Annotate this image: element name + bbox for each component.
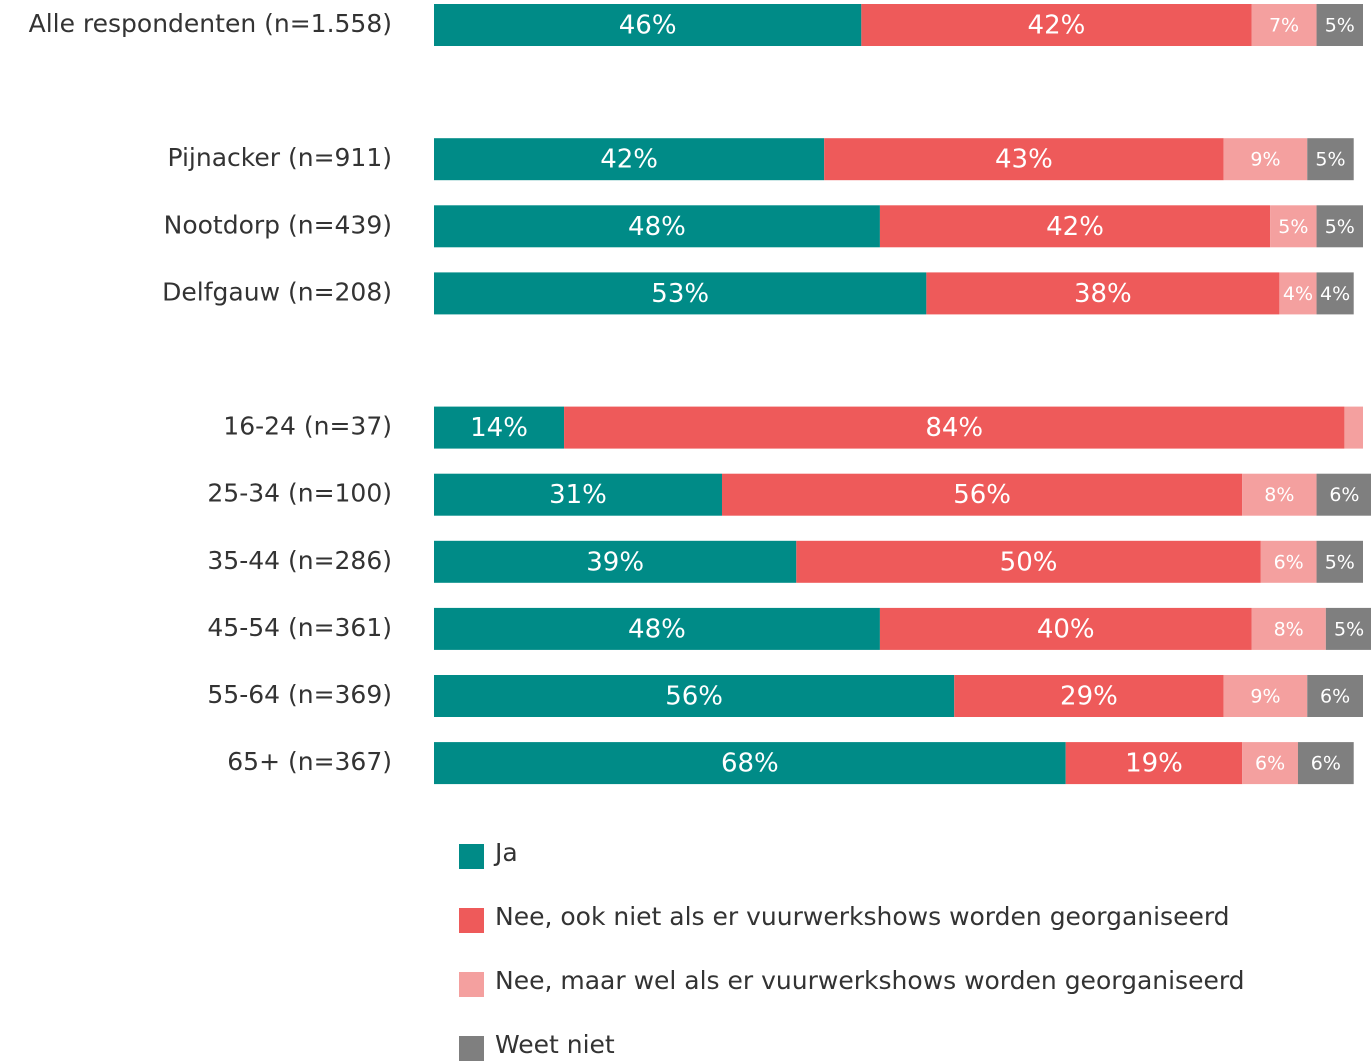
value-label: 5% bbox=[1315, 149, 1345, 171]
bar-segment bbox=[861, 4, 1252, 46]
value-label: 53% bbox=[651, 279, 709, 309]
value-label: 68% bbox=[721, 749, 779, 779]
bar-segment bbox=[1242, 742, 1298, 785]
bar-segment bbox=[1344, 406, 1363, 449]
bar-segment bbox=[434, 742, 1066, 785]
value-label: 46% bbox=[619, 11, 677, 41]
value-label: 9% bbox=[1250, 149, 1280, 171]
value-label: 39% bbox=[586, 547, 644, 577]
bar-segment bbox=[1316, 205, 1363, 248]
legend-label: Weet niet bbox=[495, 1030, 615, 1059]
value-label: 42% bbox=[1028, 11, 1086, 41]
bar-segment bbox=[1260, 540, 1317, 583]
value-label: 42% bbox=[600, 145, 658, 175]
bar-segment bbox=[1316, 4, 1363, 46]
bar-segment bbox=[1223, 675, 1308, 717]
value-label: 6% bbox=[1329, 484, 1359, 506]
value-label: 14% bbox=[470, 413, 528, 443]
bar-segment bbox=[1270, 205, 1317, 248]
value-label: 42% bbox=[1046, 212, 1104, 242]
bar-segment bbox=[721, 473, 1243, 516]
value-label: 56% bbox=[953, 480, 1011, 510]
value-label: 6% bbox=[1255, 753, 1285, 775]
value-label: 6% bbox=[1274, 551, 1304, 573]
category-label: 45-54 (n=361) bbox=[207, 613, 392, 642]
bar-segment bbox=[434, 138, 825, 181]
value-label: 7% bbox=[1269, 15, 1299, 37]
bar-segment bbox=[434, 406, 565, 449]
bar-segment bbox=[434, 205, 880, 248]
category-label: Nootdorp (n=439) bbox=[164, 210, 392, 239]
bar-segment bbox=[1307, 675, 1363, 717]
value-label: 19% bbox=[1125, 749, 1183, 779]
value-label: 56% bbox=[665, 682, 723, 712]
category-label: 55-64 (n=369) bbox=[207, 680, 392, 709]
bar-segment bbox=[434, 540, 797, 583]
value-label: 84% bbox=[925, 413, 983, 443]
legend-label: Ja bbox=[493, 838, 518, 867]
legend-swatch bbox=[459, 844, 484, 869]
value-label: 5% bbox=[1325, 216, 1355, 238]
value-label: 48% bbox=[628, 212, 686, 242]
legend-label: Nee, maar wel als er vuurwerkshows worde… bbox=[495, 966, 1245, 995]
bar-segment bbox=[796, 540, 1261, 583]
category-label: Pijnacker (n=911) bbox=[167, 143, 392, 172]
bar-segment bbox=[879, 607, 1252, 650]
value-label: 4% bbox=[1283, 283, 1313, 305]
value-label: 9% bbox=[1250, 686, 1280, 708]
value-label: 4% bbox=[1320, 283, 1350, 305]
bar-segment bbox=[1223, 138, 1308, 181]
bar-segment bbox=[879, 205, 1271, 248]
bar-segment bbox=[434, 473, 722, 516]
value-label: 50% bbox=[1000, 547, 1058, 577]
legend-swatch bbox=[459, 1036, 484, 1061]
value-label: 6% bbox=[1320, 686, 1350, 708]
category-label: Alle respondenten (n=1.558) bbox=[29, 9, 392, 38]
category-label: 16-24 (n=37) bbox=[223, 412, 392, 441]
bar-segment bbox=[1065, 742, 1243, 785]
bar-segment bbox=[954, 675, 1224, 717]
bar-segment bbox=[1307, 138, 1354, 181]
bar-segment bbox=[1251, 4, 1317, 46]
value-label: 48% bbox=[628, 614, 686, 644]
bar-segment bbox=[434, 4, 862, 46]
bar-segment bbox=[1297, 742, 1354, 785]
category-label: Delfgauw (n=208) bbox=[162, 277, 392, 306]
bar-segment bbox=[926, 272, 1280, 315]
bar-segment bbox=[1242, 473, 1317, 516]
value-label: 43% bbox=[995, 145, 1053, 175]
value-label: 5% bbox=[1334, 618, 1364, 640]
legend-swatch bbox=[459, 908, 484, 933]
bar-segment bbox=[1325, 607, 1371, 650]
value-label: 29% bbox=[1060, 682, 1118, 712]
bar-segment bbox=[1316, 540, 1363, 583]
bar-segment bbox=[434, 272, 927, 315]
bar-segment bbox=[1316, 473, 1371, 516]
bar-segment bbox=[1279, 272, 1317, 315]
value-label: 5% bbox=[1325, 15, 1355, 37]
bar-segment bbox=[564, 406, 1345, 449]
value-label: 31% bbox=[549, 480, 607, 510]
value-label: 6% bbox=[1311, 753, 1341, 775]
legend-label: Nee, ook niet als er vuurwerkshows worde… bbox=[495, 902, 1230, 931]
value-label: 8% bbox=[1274, 618, 1304, 640]
value-label: 8% bbox=[1264, 484, 1294, 506]
value-label: 38% bbox=[1074, 279, 1132, 309]
legend-swatch bbox=[459, 972, 484, 997]
value-label: 5% bbox=[1325, 551, 1355, 573]
bar-segment bbox=[824, 138, 1224, 181]
bar-segment bbox=[1251, 607, 1326, 650]
category-label: 25-34 (n=100) bbox=[207, 479, 392, 508]
category-label: 35-44 (n=286) bbox=[207, 546, 392, 575]
value-label: 5% bbox=[1278, 216, 1308, 238]
bar-segment bbox=[434, 607, 880, 650]
value-label: 40% bbox=[1037, 614, 1095, 644]
bar-segment bbox=[434, 675, 955, 717]
category-label: 65+ (n=367) bbox=[227, 747, 392, 776]
bar-segment bbox=[1316, 272, 1354, 315]
